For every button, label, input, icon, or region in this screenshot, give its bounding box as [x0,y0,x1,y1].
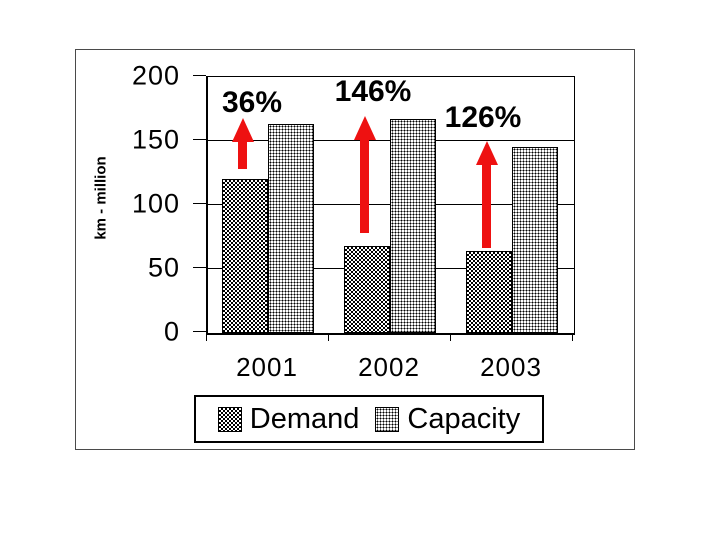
legend-item-demand: Demand [217,402,360,435]
arrow-head [354,115,376,140]
legend: Demand Capacity [194,395,544,443]
bar-capacity-2003 [512,147,558,333]
x-axis-tick [572,333,573,341]
y-axis-tick [193,203,206,204]
arrow-shaft [238,138,247,170]
y-axis-tick-label: 50 [147,252,180,283]
arrow-head [476,141,498,166]
y-axis-tick-label: 150 [131,124,180,155]
x-axis-label-2002: 2002 [358,352,420,382]
y-axis-tick-label: 0 [163,316,180,347]
legend-item-capacity: Capacity [375,402,521,435]
up-arrow-icon [354,115,376,234]
demand-swatch-icon [217,406,242,432]
legend-label-capacity: Capacity [407,402,521,435]
legend-label-demand: Demand [249,402,360,435]
x-axis-label-2001: 2001 [236,352,298,382]
up-arrow-icon [232,118,254,170]
y-axis-tick-label: 100 [131,188,180,219]
bar-demand-2001 [222,179,268,333]
chart-frame: km - million Demand Capacity 0 50 100 150 20… [75,49,635,450]
capacity-swatch-icon [375,406,400,432]
x-axis-tick [328,333,329,341]
bar-demand-2003 [466,251,512,333]
y-axis-tick [193,331,206,332]
arrow-shaft [482,161,491,248]
up-arrow-icon [476,141,498,248]
x-axis-label-2003: 2003 [480,352,542,382]
bar-capacity-2002 [390,119,436,333]
bar-capacity-2001 [268,124,314,333]
plot-area [206,76,575,335]
bar-demand-2002 [344,246,390,333]
x-axis-tick [206,333,207,341]
growth-label-2001: 36% [221,86,283,119]
y-axis-tick [193,267,206,268]
y-axis-tick [193,75,206,76]
x-axis-tick [450,333,451,341]
y-axis-tick-label: 200 [131,60,180,91]
arrow-head [232,118,254,143]
arrow-shaft [360,135,369,234]
growth-label-2002: 146% [334,75,412,108]
y-axis-tick [193,139,206,140]
growth-label-2003: 126% [444,101,522,134]
